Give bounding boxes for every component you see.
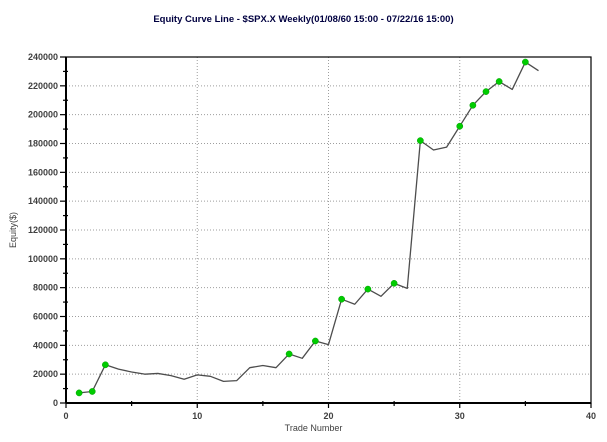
y-tick-label: 180000	[28, 139, 58, 149]
equity-high-marker	[495, 78, 503, 85]
x-axis-title: Trade Number	[284, 423, 343, 433]
equity-line	[79, 61, 539, 394]
y-tick-label: 40000	[33, 340, 58, 350]
x-tick-label: 20	[323, 411, 333, 421]
x-tick-label: 10	[192, 411, 202, 421]
y-tick-label: 20000	[33, 369, 58, 379]
y-tick-label: 60000	[33, 312, 58, 322]
y-tick-label: 100000	[28, 254, 58, 264]
y-tick-label: 120000	[28, 225, 58, 235]
y-tick-label: 220000	[28, 81, 58, 91]
equity-high-marker	[364, 285, 372, 293]
equity-high-marker	[338, 295, 345, 303]
y-tick-label: 160000	[28, 167, 58, 177]
equity-high-marker	[390, 279, 398, 287]
equity-high-marker	[285, 350, 293, 358]
y-tick-label: 80000	[33, 283, 58, 293]
x-tick-label: 0	[63, 411, 68, 421]
y-tick-label: 240000	[28, 52, 58, 62]
y-tick-label: 0	[53, 398, 58, 408]
equity-high-marker	[522, 58, 529, 66]
x-tick-label: 30	[455, 411, 465, 421]
chart-title: Equity Curve Line - $SPX.X Weekly(01/08/…	[153, 14, 454, 25]
equity-high-marker	[312, 337, 319, 345]
equity-high-marker	[482, 88, 490, 95]
x-tick-label: 40	[586, 411, 596, 421]
y-tick-label: 200000	[28, 110, 58, 120]
equity-high-marker	[469, 101, 477, 109]
equity-high-marker	[456, 122, 464, 130]
equity-high-marker	[417, 137, 424, 144]
equity-high-marker	[88, 388, 96, 395]
equity-high-marker	[75, 389, 83, 397]
equity-high-marker	[102, 361, 109, 369]
y-tick-label: 140000	[28, 196, 58, 206]
